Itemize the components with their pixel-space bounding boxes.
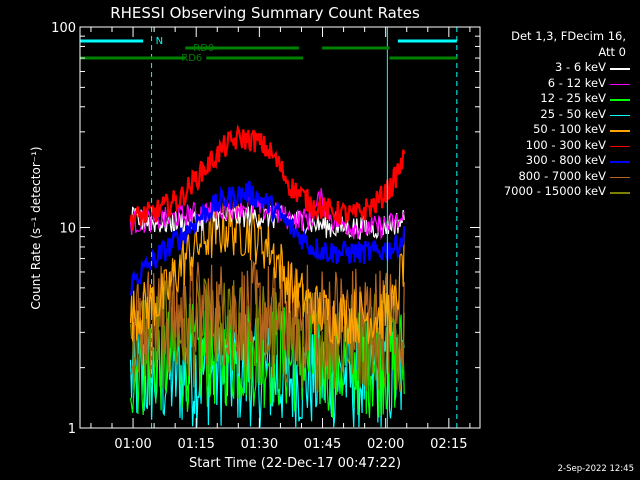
y-tick-label-10: 10 <box>59 222 76 237</box>
legend-item-3-6-kev: 3 - 6 keV <box>478 60 636 76</box>
legend-label: 300 - 800 keV <box>525 153 606 167</box>
legend-swatch <box>610 192 630 194</box>
x-tick-label-3: 01:45 <box>304 437 341 452</box>
legend-label: 50 - 100 keV <box>533 122 606 136</box>
legend-swatch <box>610 99 630 101</box>
series-7000-15000-kev <box>129 278 405 393</box>
legend-swatch <box>610 68 630 70</box>
legend-swatch <box>610 83 630 85</box>
x-axis-label: Start Time (22-Dec-17 00:47:22) <box>189 456 401 471</box>
legend-label: 25 - 50 keV <box>540 106 606 121</box>
legend-item-50-100-kev: 50 - 100 keV <box>478 122 636 138</box>
y-tick-label-1: 1 <box>68 422 76 437</box>
legend-label: 6 - 12 keV <box>547 75 606 90</box>
legend-swatch <box>610 114 630 116</box>
footer-timestamp: 2-Sep-2022 12:45 <box>557 464 634 474</box>
series-50-100-kev <box>129 202 405 345</box>
y-tick-label-100: 100 <box>51 21 76 36</box>
legend-header-line-1: Det 1,3, FDecim 16, <box>511 29 626 43</box>
annotation-label-rd6: RD6 <box>181 53 202 64</box>
x-tick-label-0: 01:00 <box>114 437 151 452</box>
legend: Det 1,3, FDecim 16, Att 0 3 - 6 keV 6 - 1… <box>478 29 636 200</box>
legend-item-100-300-kev: 100 - 300 keV <box>478 138 636 154</box>
series-6-12-kev <box>129 188 405 241</box>
series-300-800-kev <box>129 180 406 296</box>
legend-label: 7000 - 15000 keV <box>503 184 606 198</box>
legend-item-300-800-kev: 300 - 800 keV <box>478 153 636 169</box>
legend-swatch <box>610 161 630 163</box>
x-tick-label-4: 02:00 <box>367 437 404 452</box>
legend-swatch <box>610 145 630 147</box>
legend-item-800-7000-kev: 800 - 7000 keV <box>478 169 636 185</box>
legend-label: 3 - 6 keV <box>555 60 606 74</box>
x-tick-label-1: 01:15 <box>177 437 214 452</box>
legend-label: 800 - 7000 keV <box>518 168 606 183</box>
legend-item-7000-15000-kev: 7000 - 15000 keV <box>478 184 636 200</box>
y-axis-label: Count Rate (s⁻¹ detector⁻¹) <box>29 146 43 309</box>
legend-item-25-50-kev: 25 - 50 keV <box>478 107 636 123</box>
legend-item-12-25-kev: 12 - 25 keV <box>478 91 636 107</box>
legend-header-line-2: Att 0 <box>598 44 626 59</box>
series-100-300-kev <box>129 123 406 231</box>
chart-title: RHESSI Observing Summary Count Rates <box>110 4 420 22</box>
annotation-label-n: N <box>156 36 163 47</box>
legend-label: 12 - 25 keV <box>540 91 606 105</box>
annotation-label-rd0: RD0 <box>193 43 214 54</box>
x-tick-label-2: 01:30 <box>241 437 278 452</box>
legend-item-6-12-kev: 6 - 12 keV <box>478 76 636 92</box>
legend-swatch <box>610 176 630 178</box>
legend-label: 100 - 300 keV <box>525 137 606 152</box>
legend-swatch <box>610 130 630 132</box>
x-tick-label-5: 02:15 <box>430 437 467 452</box>
